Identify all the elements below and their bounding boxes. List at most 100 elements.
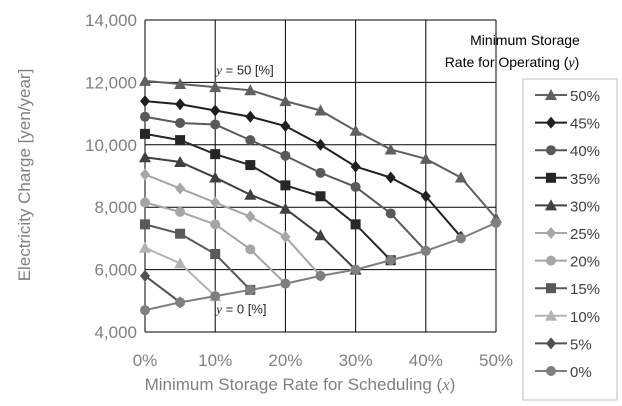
x-axis-label: Minimum Storage Rate for Scheduling (x): [145, 375, 456, 394]
data-point: [455, 233, 466, 244]
x-tick-label: 0%: [133, 351, 158, 370]
data-point: [385, 171, 396, 184]
legend-swatch-marker: [546, 116, 556, 129]
data-point: [139, 151, 151, 163]
legend-label: 5%: [570, 336, 592, 353]
data-point: [210, 196, 221, 209]
legend-swatch-marker: [546, 172, 556, 183]
series-line: [144, 275, 181, 304]
legend-label: 25%: [570, 226, 600, 243]
data-point: [210, 291, 221, 302]
annotation-value: = 0 [%]: [222, 301, 266, 316]
data-point: [491, 217, 501, 228]
data-point: [349, 124, 362, 136]
data-point: [315, 138, 326, 151]
data-point: [174, 77, 187, 89]
legend-item: 5%: [535, 336, 592, 353]
data-point: [314, 229, 327, 241]
data-point: [175, 228, 186, 239]
data-point: [420, 245, 431, 256]
data-point: [350, 160, 361, 173]
axis-ticks: 0% 10% 20% 30% 40% 50% 4,000 6,000 8,000 10,000 12…: [85, 11, 513, 370]
x-tick-label: 30%: [339, 351, 373, 370]
legend-label: 10%: [570, 309, 600, 326]
legend-label: 35%: [570, 171, 600, 188]
data-point: [314, 104, 327, 116]
series-15pct: [140, 219, 256, 295]
series-line: [144, 246, 216, 297]
series-0pct: [140, 217, 501, 316]
data-point: [209, 81, 222, 93]
data-point: [245, 160, 256, 171]
data-point: [280, 120, 291, 133]
data-point: [245, 210, 256, 223]
legend-swatch-marker: [546, 227, 556, 239]
data-point: [210, 149, 221, 160]
x-tick-label: 40%: [409, 351, 443, 370]
y-axis-label: Electricity Charge [yen/year]: [15, 69, 34, 282]
data-point: [350, 181, 361, 192]
data-point: [245, 284, 256, 295]
legend-item: 40%: [535, 143, 600, 160]
legend-label: 40%: [570, 143, 600, 160]
data-point: [140, 269, 150, 282]
annotation-y0: y = 0 [%]: [214, 301, 266, 316]
series-50pct: [139, 74, 502, 224]
legend-label: 30%: [570, 198, 600, 215]
series-line: [144, 132, 392, 261]
data-point: [384, 143, 397, 155]
data-point: [140, 168, 150, 181]
data-point: [244, 188, 257, 200]
legend-label: 20%: [570, 254, 600, 271]
legend-item: 30%: [535, 198, 600, 215]
data-point: [140, 111, 150, 122]
y-tick-label: 4,000: [94, 323, 137, 342]
data-point: [385, 208, 396, 219]
legend-item: 20%: [535, 254, 600, 271]
legend-item: 50%: [535, 88, 600, 105]
legend-label: 15%: [570, 281, 600, 298]
legend-box: [522, 78, 618, 401]
data-point: [245, 110, 256, 123]
data-point: [175, 206, 186, 217]
legend-swatch-marker: [546, 255, 556, 266]
data-point: [175, 98, 186, 111]
legend-title-variable: y: [566, 56, 575, 71]
legend-title-line-1: Minimum Storage: [470, 32, 580, 48]
series-45pct: [140, 95, 466, 243]
data-point: [350, 264, 361, 275]
x-tick-label: 10%: [198, 351, 232, 370]
x-axis-label-part: Minimum Storage Rate for Scheduling (: [145, 375, 443, 394]
legend-title-paren: ): [575, 54, 580, 70]
legend-item: 10%: [535, 309, 600, 326]
y-tick-label: 8,000: [94, 198, 137, 217]
data-point: [245, 135, 256, 146]
legend-swatch-marker: [545, 199, 557, 211]
data-point: [209, 171, 222, 183]
legend-swatch-marker: [546, 366, 556, 376]
legend-item: 35%: [535, 171, 600, 188]
data-point: [174, 155, 187, 167]
data-point: [210, 219, 221, 230]
data-point: [140, 219, 150, 230]
data-point: [140, 305, 150, 316]
annotation-variable: y: [214, 63, 222, 78]
data-point: [245, 244, 256, 255]
data-point: [210, 119, 221, 130]
data-point: [210, 104, 221, 117]
y-tick-label: 14,000: [85, 11, 137, 30]
data-point: [280, 180, 291, 191]
data-point: [419, 152, 432, 164]
data-point: [175, 297, 186, 308]
legend-title-line-2: Rate for Operating (y): [445, 54, 580, 71]
data-point: [454, 171, 467, 183]
data-point: [315, 167, 326, 178]
series-line: [144, 223, 252, 291]
series-group: [139, 74, 502, 316]
data-point: [175, 135, 186, 146]
data-point: [315, 270, 326, 281]
annotation-value: = 50 [%]: [222, 63, 274, 78]
legend-swatch-marker: [545, 309, 557, 321]
legend-label: 0%: [570, 364, 592, 381]
